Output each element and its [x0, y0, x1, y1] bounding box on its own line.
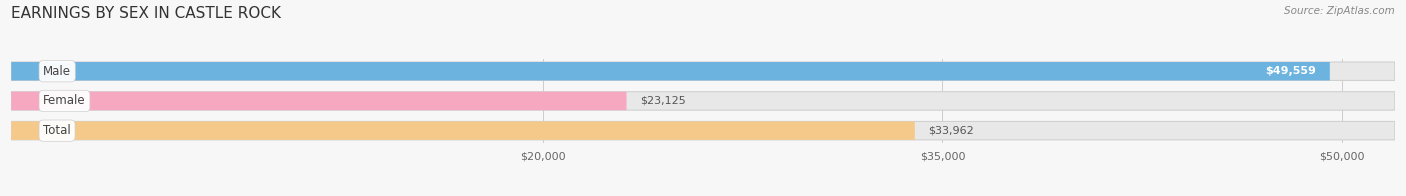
- Text: Female: Female: [44, 94, 86, 107]
- Text: Source: ZipAtlas.com: Source: ZipAtlas.com: [1284, 6, 1395, 16]
- Text: Total: Total: [44, 124, 70, 137]
- Text: $49,559: $49,559: [1265, 66, 1316, 76]
- FancyBboxPatch shape: [11, 92, 627, 110]
- Text: EARNINGS BY SEX IN CASTLE ROCK: EARNINGS BY SEX IN CASTLE ROCK: [11, 6, 281, 21]
- FancyBboxPatch shape: [11, 62, 1395, 80]
- FancyBboxPatch shape: [11, 122, 915, 140]
- Text: $33,962: $33,962: [928, 126, 974, 136]
- FancyBboxPatch shape: [11, 62, 1330, 80]
- FancyBboxPatch shape: [11, 92, 1395, 110]
- Text: $23,125: $23,125: [640, 96, 686, 106]
- Text: Male: Male: [44, 65, 72, 78]
- FancyBboxPatch shape: [11, 122, 1395, 140]
